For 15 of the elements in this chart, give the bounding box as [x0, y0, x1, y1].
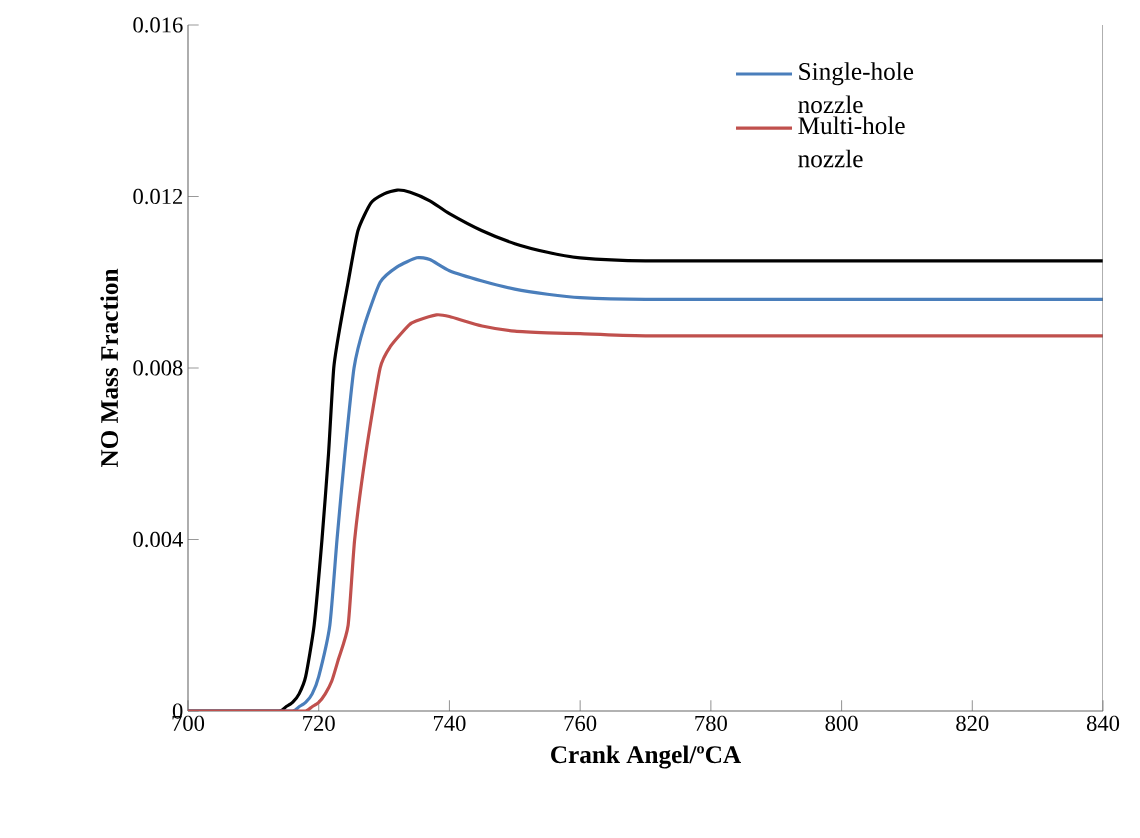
x-tick-label: 840: [1086, 715, 1120, 731]
x-tick-label: 720: [303, 715, 335, 731]
x-tick-label: 760: [564, 715, 597, 731]
y-tick-label: 0.004: [133, 531, 183, 548]
y-tick-label: 0.008: [133, 360, 183, 376]
legend-label: Single-hole nozzle: [798, 62, 914, 114]
y-tick-label: 0.012: [133, 188, 183, 205]
y-axis-title: NO Mass Fraction: [100, 268, 119, 468]
x-axis-title: Crank Angel/ºCA: [551, 745, 741, 769]
y-tick-label: 0.016: [133, 17, 183, 33]
x-tick-label: 800: [825, 715, 858, 731]
x-tick-label: 780: [695, 715, 727, 731]
x-tick-label: 740: [433, 715, 466, 731]
x-tick-label: 820: [956, 715, 989, 731]
legend-label: Multi-hole nozzle: [798, 116, 905, 168]
